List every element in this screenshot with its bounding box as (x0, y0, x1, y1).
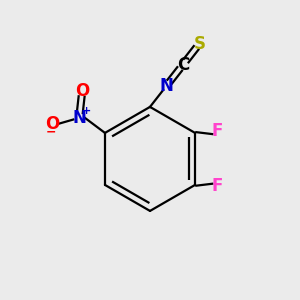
Text: S: S (194, 35, 206, 53)
Text: O: O (45, 115, 60, 133)
Text: −: − (46, 126, 56, 139)
Text: C: C (177, 56, 189, 74)
Text: N: N (72, 109, 86, 127)
Text: O: O (75, 82, 89, 100)
Text: F: F (211, 177, 223, 195)
Text: N: N (160, 77, 173, 95)
Text: F: F (211, 122, 223, 140)
Text: +: + (82, 106, 91, 116)
